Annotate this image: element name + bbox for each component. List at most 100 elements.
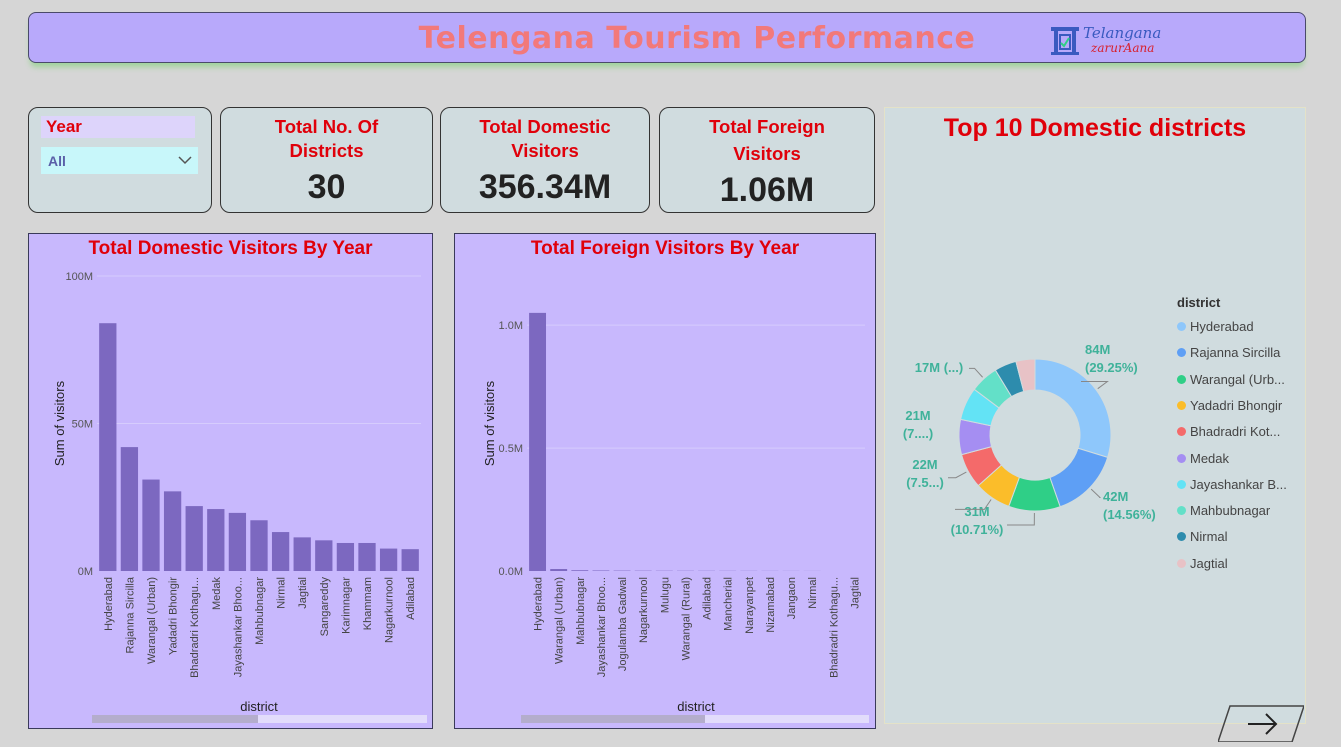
x-tick-label: Nizamabad [765, 577, 777, 633]
legend-label: Rajanna Sircilla [1190, 345, 1280, 360]
legend-swatch [1177, 559, 1186, 568]
x-tick-label: Mulugu [659, 577, 671, 613]
bar[interactable] [358, 543, 375, 571]
bar[interactable] [99, 323, 116, 571]
foreign-bar-chart: 0.0M 0.5M 1.0M Sum of visitors Hyderabad Wara… [455, 234, 875, 728]
data-label: (7....) [903, 426, 933, 441]
kpi-value: 1.06M [660, 171, 874, 210]
y-tick-label: 0.5M [499, 443, 523, 455]
bar[interactable] [380, 549, 397, 571]
x-tick-label: Nagarkurnool [384, 577, 396, 643]
x-tick-label: Bhadradri Kothagu... [189, 577, 201, 678]
x-tick-label: Warangal (Urban) [554, 577, 566, 664]
y-tick-label: 1.0M [499, 320, 523, 332]
data-label: (7.5...) [906, 475, 944, 490]
kpi-title-line2: Visitors [441, 139, 649, 163]
x-tick-label: Mahbubnagar [254, 577, 266, 645]
legend-item[interactable]: Mahbubnagar [1177, 503, 1270, 518]
x-tick-label: Mahbubnagar [575, 577, 587, 645]
legend-item[interactable]: Bhadradri Kot... [1177, 424, 1280, 439]
year-dropdown[interactable]: All [41, 147, 198, 174]
x-tick-label: Warangal (Urban) [146, 577, 158, 664]
scrollbar-thumb[interactable] [92, 715, 258, 723]
bar[interactable] [272, 532, 289, 571]
bar[interactable] [337, 543, 354, 571]
legend-item[interactable]: Yadadri Bhongir [1177, 398, 1282, 413]
bar[interactable] [186, 506, 203, 571]
legend-item[interactable]: Nirmal [1177, 529, 1228, 544]
bar[interactable] [315, 540, 332, 571]
x-tick-label: Sangareddy [319, 577, 331, 637]
x-tick-label: Hyderabad [103, 577, 115, 631]
bar[interactable] [142, 480, 159, 571]
bar[interactable] [250, 520, 267, 571]
bar[interactable] [294, 537, 311, 571]
bar[interactable] [121, 447, 138, 571]
kpi-card-districts: Total No. Of Districts 30 [220, 107, 433, 213]
legend-label: Jagtial [1190, 556, 1228, 571]
x-tick-label: Jagtial [849, 577, 861, 609]
legend-label: Mahbubnagar [1190, 503, 1270, 518]
legend-swatch [1177, 480, 1186, 489]
x-tick-label: Adilabad [405, 577, 417, 620]
kpi-title-line1: Total Foreign [660, 115, 874, 139]
legend-item[interactable]: Hyderabad [1177, 319, 1254, 334]
top10-domestic-chart: Top 10 Domestic districts 84M(29.25%)42M… [884, 107, 1306, 724]
x-tick-label: Nagarkurnool [638, 577, 650, 643]
telangana-logo: Telangana zarurAana [1049, 23, 1179, 57]
bar[interactable] [571, 570, 588, 571]
leader-line [948, 472, 966, 478]
bar[interactable] [229, 513, 246, 571]
legend-label: Hyderabad [1190, 319, 1254, 334]
legend-swatch [1177, 427, 1186, 436]
bar[interactable] [529, 313, 546, 571]
scrollbar-thumb[interactable] [521, 715, 705, 723]
next-page-button[interactable] [1218, 705, 1304, 742]
x-tick-label: Jayashankar Bhoo... [232, 577, 244, 677]
legend-item[interactable]: Jayashankar B... [1177, 477, 1287, 492]
donut-slice[interactable] [1050, 448, 1108, 506]
legend-item[interactable]: Medak [1177, 451, 1229, 466]
legend-item[interactable]: Jagtial [1177, 556, 1228, 571]
x-tick-label: Khammam [362, 577, 374, 630]
leader-line [1007, 513, 1034, 525]
y-tick-label: 0.0M [499, 566, 523, 578]
bar[interactable] [207, 509, 224, 571]
x-tick-label: Hyderabad [533, 577, 545, 631]
legend-label: Bhadradri Kot... [1190, 424, 1280, 439]
x-tick-label: Mancherial [723, 577, 735, 631]
bar[interactable] [550, 569, 567, 571]
legend-item[interactable]: Rajanna Sircilla [1177, 345, 1280, 360]
data-label: (29.25%) [1085, 360, 1138, 375]
x-tick-label: Karimnagar [340, 577, 352, 634]
legend-label: Medak [1190, 451, 1229, 466]
x-tick-label: Jayashankar Bhoo... [596, 577, 608, 677]
legend-swatch [1177, 506, 1186, 515]
leader-line [1091, 489, 1100, 497]
legend-title: district [1177, 295, 1220, 310]
kpi-title-line2: Districts [221, 139, 432, 163]
x-axis-label: district [677, 699, 715, 714]
x-tick-label: Medak [211, 577, 223, 611]
gate-icon [1049, 23, 1083, 57]
y-axis-label: Sum of visitors [482, 380, 497, 466]
bar[interactable] [402, 549, 419, 571]
legend-swatch [1177, 322, 1186, 331]
x-tick-label: Bhadradri Kothagu... [828, 577, 840, 678]
data-label: (10.71%) [951, 522, 1004, 537]
bar[interactable] [164, 491, 181, 571]
kpi-title-line2: Visitors [660, 142, 874, 166]
kpi-card-domestic: Total Domestic Visitors 356.34M [440, 107, 650, 213]
legend-label: Warangal (Urb... [1190, 372, 1285, 387]
data-label: 22M [912, 457, 937, 472]
kpi-value: 356.34M [441, 168, 649, 207]
year-dropdown-value: All [48, 153, 66, 169]
x-tick-label: Rajanna Sircilla [124, 576, 136, 653]
x-tick-label: Jagtial [297, 577, 309, 609]
kpi-card-foreign: Total Foreign Visitors 1.06M [659, 107, 875, 213]
legend-item[interactable]: Warangal (Urb... [1177, 372, 1285, 387]
legend-swatch [1177, 454, 1186, 463]
data-label: 21M [905, 408, 930, 423]
